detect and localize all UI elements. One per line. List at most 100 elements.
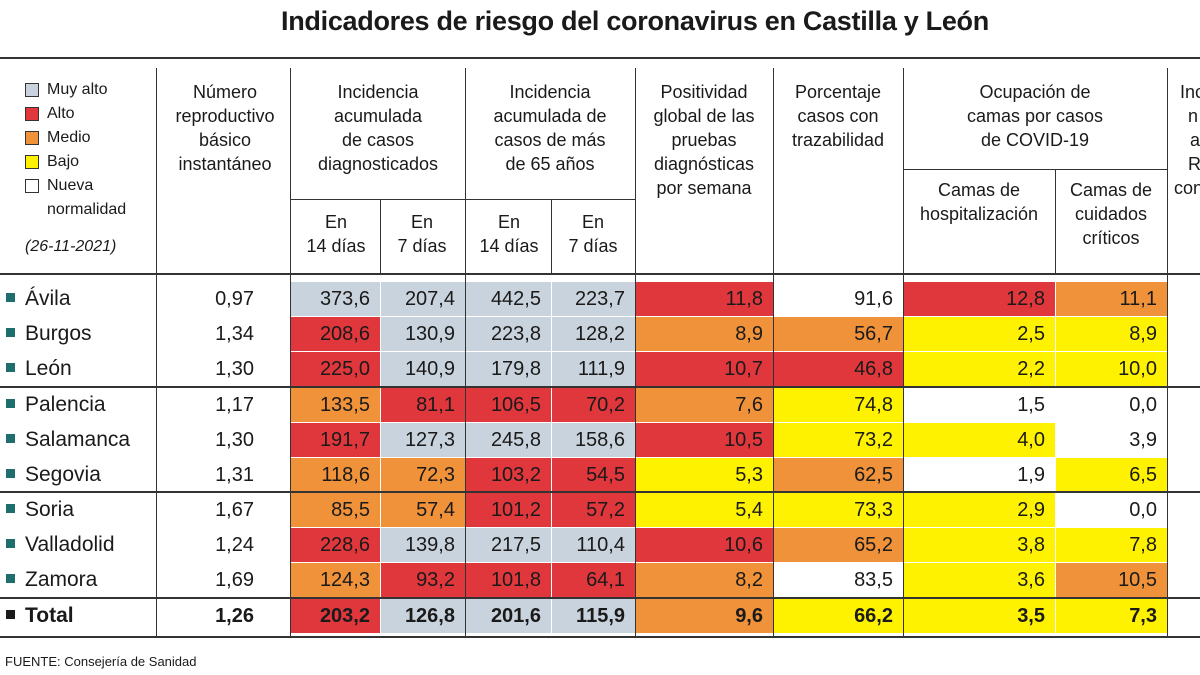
header-line: 7 días (568, 236, 618, 256)
header-divider (1055, 170, 1056, 274)
value-cell: 442,5 (466, 282, 551, 316)
value-cell: 85,5 (291, 493, 380, 527)
value-cell: 110,4 (552, 528, 635, 562)
bullet-icon (6, 362, 15, 372)
legend-item-medio: Medio (25, 126, 126, 150)
header-line: R (1188, 154, 1200, 174)
value-cell: 127,3 (381, 423, 465, 457)
table-row: Zamora 1,69 124,3 93,2 101,8 64,1 8,2 83,5 3,6 10… (0, 563, 1200, 597)
value-cell: 57,2 (552, 493, 635, 527)
province-name: Ávila (25, 287, 71, 310)
bullet-icon (6, 503, 15, 513)
header-line: camas por casos (966, 106, 1104, 126)
header-divider (903, 68, 904, 638)
header-line: Camas de (937, 180, 1021, 200)
legend-item-nueva-normalidad: Nueva (25, 174, 126, 198)
value-cell: 130,9 (381, 317, 465, 351)
province-name: León (25, 357, 72, 380)
value-cell: 103,2 (466, 458, 551, 492)
legend-label: Muy alto (47, 81, 108, 98)
value-cell: 223,7 (552, 282, 635, 316)
value-cell: 0,0 (1056, 388, 1167, 422)
header-line: Número (192, 82, 258, 102)
header-line: reproductivo (175, 106, 275, 126)
legend-label: Alto (47, 105, 75, 122)
header-line: Porcentaje (794, 82, 882, 102)
header-divider (380, 200, 381, 274)
subheader-ia-7: En 7 días (380, 210, 464, 258)
value-cell: 106,5 (466, 388, 551, 422)
value-cell: 3,6 (904, 563, 1055, 597)
value-cell: 124,3 (291, 563, 380, 597)
header-divider (551, 200, 552, 274)
bullet-icon (6, 538, 15, 548)
value-cell: 10,6 (636, 528, 773, 562)
value-cell: 0,97 (215, 288, 254, 310)
value-cell: 115,9 (552, 599, 635, 633)
value-cell: 133,5 (291, 388, 380, 422)
value-cell: 1,69 (215, 569, 254, 591)
subheader-rule (290, 199, 635, 200)
value-cell: 225,0 (291, 352, 380, 386)
header-ocupacion: Ocupación de camas por casos de COVID-19 (904, 80, 1166, 152)
province-label: Soria (6, 493, 74, 527)
header-camas-crit: Camas de cuidados críticos (1056, 178, 1166, 250)
value-cell: 10,0 (1056, 352, 1167, 386)
value-cell: 1,30 (215, 429, 254, 451)
group-separator (0, 491, 1200, 493)
header-line: hospitalización (919, 204, 1039, 224)
top-rule (0, 57, 1200, 59)
value-cell: 54,5 (552, 458, 635, 492)
value-cell: 83,5 (774, 563, 903, 597)
value-cell: 7,8 (1056, 528, 1167, 562)
value-cell: 245,8 (466, 423, 551, 457)
header-divider (465, 68, 466, 638)
source-note: FUENTE: Consejería de Sanidad (5, 654, 197, 669)
subheader-ia-14: En 14 días (292, 210, 380, 258)
table-row: Burgos 1,34 208,6 130,9 223,8 128,2 8,9 56,7 2,5… (0, 317, 1200, 351)
province-label: Ávila (6, 282, 71, 316)
bullet-icon (6, 292, 15, 302)
value-cell: 139,8 (381, 528, 465, 562)
total-separator (0, 597, 1200, 599)
header-line: casos de más (494, 130, 606, 150)
value-cell: 72,3 (381, 458, 465, 492)
bullet-icon (6, 398, 15, 408)
value-cell: 217,5 (466, 528, 551, 562)
legend-item-muy-alto: Muy alto (25, 78, 126, 102)
subheader-rule (903, 169, 1167, 170)
header-line: a (1190, 130, 1200, 150)
legend-item-bajo: Bajo (25, 150, 126, 174)
value-cell: 2,5 (904, 317, 1055, 351)
value-cell: 8,2 (636, 563, 773, 597)
value-cell: 228,6 (291, 528, 380, 562)
header-line: 14 días (479, 236, 539, 256)
value-cell: 3,5 (904, 599, 1055, 633)
value-cell: 2,9 (904, 493, 1055, 527)
value-cell: 208,6 (291, 317, 380, 351)
header-positividad: Positividad global de las pruebas diagnó… (636, 80, 772, 200)
value-cell: 1,31 (215, 464, 254, 486)
legend-label: Bajo (47, 153, 80, 170)
header-line: cuidados (1074, 204, 1148, 224)
header-line: acumulada (333, 106, 423, 126)
header-line: con (1174, 178, 1200, 198)
header-divider (1167, 68, 1168, 638)
header-divider (290, 68, 291, 638)
province-name: Valladolid (25, 533, 115, 556)
header-line: Incidencia (337, 82, 419, 102)
value-cell: 203,2 (291, 599, 380, 633)
value-cell: 1,17 (215, 394, 254, 416)
header-line: de casos (341, 130, 415, 150)
value-cell: 179,8 (466, 352, 551, 386)
value-cell: 126,8 (381, 599, 465, 633)
bullet-icon (6, 468, 15, 478)
legend-swatch (25, 131, 39, 145)
bullet-icon (6, 433, 15, 443)
value-cell: 201,6 (466, 599, 551, 633)
subheader-65-14: En 14 días (466, 210, 552, 258)
value-cell: 10,7 (636, 352, 773, 386)
legend: Muy alto Alto Medio Bajo Nueva normalida… (25, 78, 126, 222)
value-cell: 46,8 (774, 352, 903, 386)
province-name: Segovia (25, 463, 101, 486)
